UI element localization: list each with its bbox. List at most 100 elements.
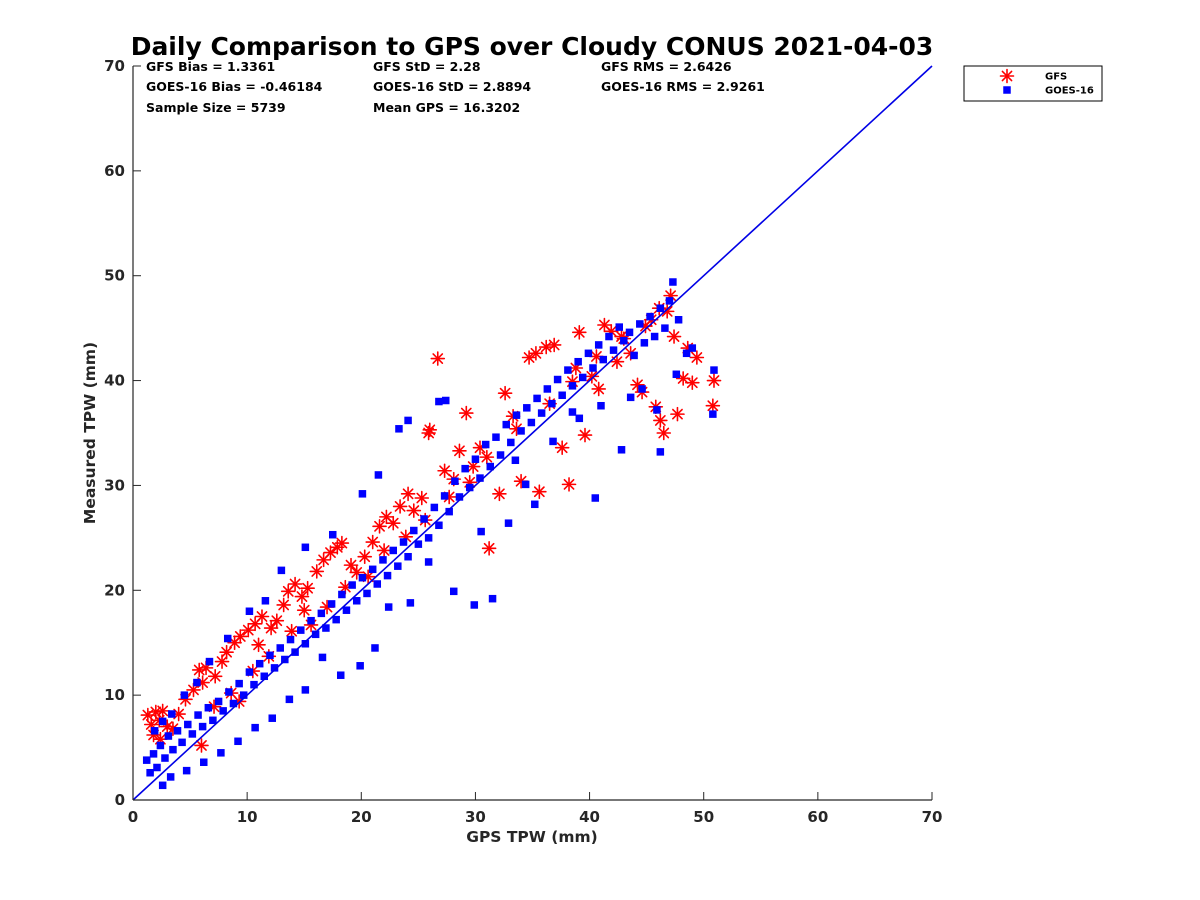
gfs-point	[554, 440, 570, 455]
goes16-point	[184, 720, 192, 729]
goes16-point	[661, 324, 669, 332]
goes16-point	[329, 530, 337, 539]
goes16-point	[656, 304, 665, 312]
goes16-point	[451, 477, 459, 485]
goes16-point	[626, 393, 635, 402]
goes16-point	[504, 519, 513, 527]
gfs-point	[689, 350, 705, 365]
gfs-point	[406, 503, 422, 518]
goes16-point	[461, 464, 469, 473]
gfs-point	[343, 557, 359, 573]
goes16-point	[245, 607, 254, 616]
goes16-point	[553, 375, 562, 384]
goes16-point	[672, 370, 681, 379]
goes16-point	[383, 571, 392, 580]
goes16-point	[481, 440, 490, 449]
gfs-point	[287, 576, 303, 592]
gfs-point	[300, 580, 315, 596]
goes16-point	[358, 573, 367, 582]
gfs-point	[653, 413, 668, 428]
goes16-point	[435, 397, 443, 406]
gfs-point	[497, 385, 513, 401]
goes16-point	[169, 745, 177, 754]
goes16-point	[235, 679, 243, 688]
plot-area: 0 10 20 30 40 50 60 70 0 10 20 30 40 50 60 70	[104, 57, 942, 826]
goes16-point	[496, 451, 505, 459]
goes16-point	[153, 763, 161, 772]
goes16-point	[656, 448, 665, 456]
gfs-point	[186, 682, 201, 698]
gfs-point	[452, 443, 467, 459]
goes16-point	[261, 597, 270, 605]
goes16-point	[523, 404, 531, 412]
goes16-point	[471, 455, 480, 463]
goes16-point	[356, 662, 364, 670]
x-tick-label: 50	[693, 808, 714, 826]
goes16-point	[424, 558, 433, 566]
goes16-point	[653, 406, 661, 414]
gfs-point	[571, 325, 587, 340]
goes16-point	[371, 644, 379, 652]
goes16-point	[373, 580, 382, 588]
goes16-point	[156, 741, 165, 750]
goes16-point	[578, 373, 587, 382]
y-tick-label: 70	[104, 57, 125, 75]
gfs-point	[263, 620, 279, 636]
y-tick-label: 40	[104, 372, 125, 390]
goes16-point	[342, 606, 351, 614]
y-tick-label: 30	[104, 476, 125, 494]
legend-entries: GFS GOES-16	[999, 68, 1094, 97]
gfs-point	[372, 519, 387, 534]
x-tick-label: 0	[128, 808, 138, 826]
gfs-point	[155, 703, 170, 719]
goes16-point	[638, 385, 646, 393]
goes16-point	[327, 600, 336, 608]
gfs-point	[219, 644, 234, 660]
goes16-point	[399, 538, 408, 546]
goes16-point	[338, 590, 346, 599]
goes16-point	[549, 437, 557, 446]
legend-label-gfs: GFS	[1045, 72, 1067, 83]
gfs-point	[254, 609, 270, 624]
goes16-point	[440, 492, 449, 500]
gfs-point	[532, 484, 547, 500]
goes16-point	[180, 691, 189, 699]
gfs-point	[385, 515, 401, 531]
goes16-point	[605, 332, 613, 341]
goes16-point	[591, 494, 600, 502]
goes16-point	[548, 399, 556, 408]
goes16-point	[297, 626, 305, 634]
goes16-point	[517, 427, 525, 435]
gfs-point	[414, 490, 430, 506]
gfs-point	[706, 373, 722, 388]
goes16-point	[430, 503, 439, 512]
goes16-point	[379, 556, 387, 564]
goes16-point	[420, 515, 428, 523]
goes16-point	[182, 766, 191, 775]
x-tick-label: 20	[351, 808, 372, 826]
gfs-point	[171, 706, 186, 722]
goes16-point	[620, 336, 628, 345]
goes16-point	[424, 534, 433, 542]
goes16-point	[352, 597, 361, 605]
goes16-point	[564, 366, 572, 374]
gfs-point	[309, 564, 325, 579]
statistics-block: GFS Bias = 1.3361 GFS StD = 2.28 GFS RMS =…	[146, 59, 765, 115]
gfs-point	[323, 545, 338, 560]
gfs-point	[280, 584, 296, 599]
goes16-point	[492, 433, 500, 441]
series-goes16	[142, 278, 718, 790]
goes16-point	[502, 420, 510, 429]
goes16-point	[285, 695, 294, 704]
stat-text-r0-c1: GFS StD = 2.28	[373, 59, 481, 74]
gfs-point	[376, 543, 392, 558]
goes16-point	[311, 630, 320, 639]
goes16-point	[597, 401, 605, 410]
goes16-point	[173, 727, 182, 735]
goes16-point	[488, 594, 497, 603]
goes16-point	[188, 730, 197, 738]
goes16-point	[384, 603, 393, 611]
gfs-point	[705, 398, 721, 414]
goes16-point	[584, 349, 593, 358]
x-axis-label: GPS TPW (mm)	[466, 828, 598, 846]
